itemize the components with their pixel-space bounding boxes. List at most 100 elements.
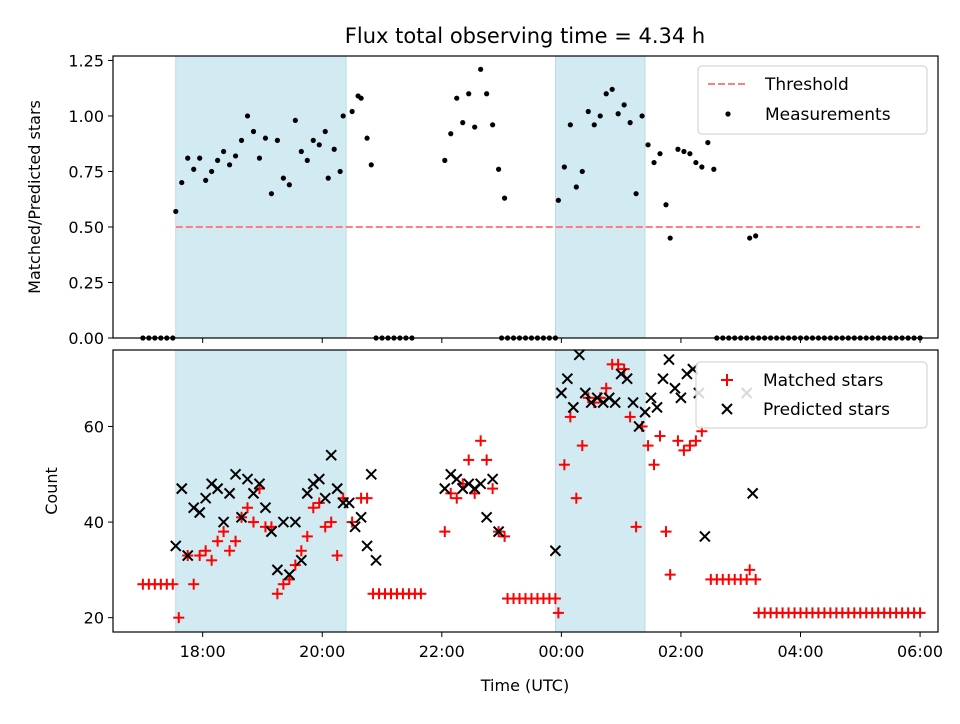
measurement-point [693, 159, 699, 166]
measurement-point [573, 184, 579, 190]
measurement-point [368, 162, 374, 168]
measurement-point [331, 146, 337, 152]
measurement-point [490, 122, 496, 128]
legend-measurements-label: Measurements [765, 105, 891, 125]
predicted-star-marker [474, 478, 487, 490]
measurement-point [484, 91, 490, 97]
shaded-window [175, 349, 347, 633]
measurement-point [209, 168, 215, 175]
matched-star-marker [750, 573, 762, 585]
y-tick-label: 0.00 [68, 329, 104, 348]
measurement-point [256, 155, 263, 161]
measurement-point [244, 113, 251, 119]
measurement-point [358, 95, 364, 101]
measurement-point [597, 113, 603, 119]
matched-star-marker [552, 607, 564, 619]
matched-star-marker [481, 454, 493, 466]
predicted-star-marker [486, 473, 499, 485]
measurement-point [747, 235, 753, 241]
predicted-star-marker [193, 506, 206, 519]
matched-star-marker [558, 459, 570, 471]
measurement-point [561, 164, 567, 170]
predicted-star-marker [259, 502, 272, 514]
matched-star-marker [618, 363, 630, 375]
top-y-ticks: 0.00 0.25 0.50 0.75 1.00 1.25 [68, 51, 113, 348]
y-tick-label: 20 [84, 609, 104, 628]
matched-star-marker [271, 588, 283, 600]
measurement-point [292, 117, 298, 123]
matched-star-marker [499, 530, 511, 542]
predicted-star-marker [492, 525, 505, 538]
measurement-point [454, 95, 460, 101]
measurement-point [325, 175, 331, 181]
measurement-point [262, 135, 269, 141]
matched-star-marker [487, 483, 499, 495]
predicted-star-marker [480, 511, 493, 523]
predicted-star-marker [313, 473, 325, 485]
measurement-point [298, 148, 304, 155]
predicted-star-marker [229, 468, 242, 480]
predicted-star-marker [301, 487, 314, 500]
shaded-window [175, 55, 347, 339]
y-tick-label: 0.75 [68, 162, 104, 181]
measurement-point [322, 128, 328, 135]
x-tick-label: 20:00 [299, 642, 345, 661]
measurement-point [472, 124, 478, 130]
matched-star-marker [475, 435, 487, 447]
predicted-star-marker [247, 487, 260, 500]
matched-star-marker [570, 492, 582, 504]
predicted-star-marker [561, 372, 574, 385]
x-axis-label: Time (UTC) [480, 676, 569, 695]
matched-star-marker [218, 526, 230, 538]
predicted-star-marker [289, 516, 302, 528]
measurement-point [711, 166, 717, 172]
predicted-legend-swatch [721, 403, 733, 415]
bottom-plot-frame [112, 349, 939, 633]
measurement-point [699, 164, 705, 170]
measurement-point [197, 155, 203, 161]
measurement-point [304, 157, 310, 163]
predicted-star-marker [370, 554, 382, 567]
matched-star-marker [744, 564, 756, 576]
predicted-star-marker [343, 497, 355, 509]
predicted-star-marker [277, 516, 290, 528]
measurement-point [579, 168, 585, 175]
measurement-point [232, 153, 239, 159]
legend-matched-label: Matched stars [763, 371, 883, 391]
matched-star-marker [301, 530, 313, 542]
measurement-point [633, 191, 639, 197]
top-plot-frame [112, 55, 939, 339]
matched-star-marker [684, 440, 696, 452]
bottom-y-axis-label: Count [42, 467, 61, 515]
measurement-point [364, 135, 370, 141]
matched-star-marker [678, 444, 690, 456]
matched-star-marker [200, 545, 212, 557]
predicted-star-marker [253, 478, 266, 490]
measurement-point [191, 166, 197, 172]
matched-star-marker [325, 516, 337, 528]
predicted-star-markers [170, 349, 759, 581]
predicted-star-marker [170, 540, 182, 552]
measurement-point [657, 151, 663, 157]
predicted-star-marker [331, 482, 343, 495]
measurement-point [268, 191, 275, 197]
measurements-legend-swatch [725, 111, 731, 117]
measurement-point [585, 108, 591, 115]
measurement-point [310, 137, 316, 143]
x-tick-label: 18:00 [180, 642, 226, 661]
measurement-point [687, 151, 693, 157]
measurement-point [621, 102, 627, 108]
matched-star-marker [346, 516, 358, 528]
bottom-shaded-windows [175, 349, 646, 633]
measurement-point [448, 131, 454, 137]
y-tick-label: 60 [84, 417, 104, 436]
y-tick-label: 40 [84, 513, 104, 532]
top-legend-box [697, 65, 928, 135]
bottom-legend: Matched stars Predicted stars [695, 361, 928, 429]
measurement-point [667, 235, 673, 241]
matched-star-marker [173, 612, 185, 624]
predicted-star-marker [176, 482, 188, 495]
predicted-star-marker [669, 382, 681, 394]
matched-star-marker [576, 440, 588, 452]
